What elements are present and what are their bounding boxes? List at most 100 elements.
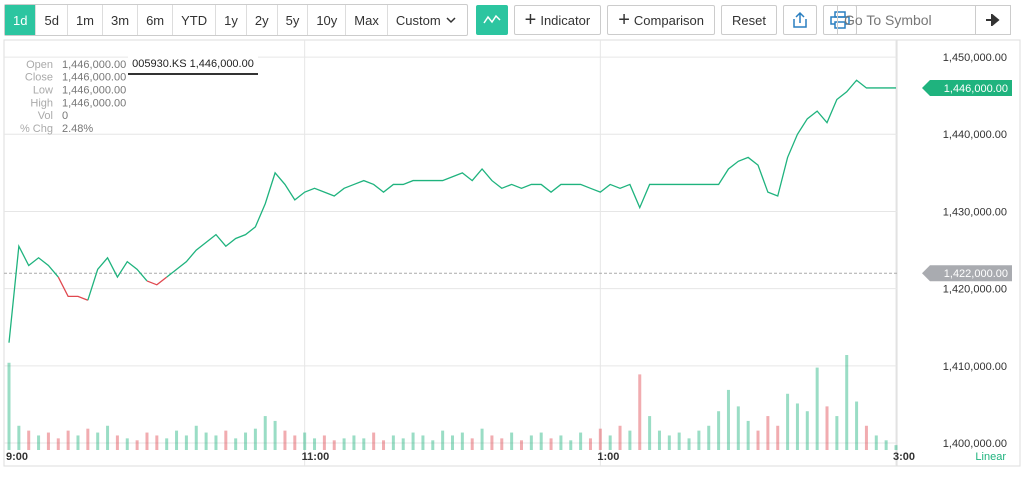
previous-close-label: 1,422,000.00 xyxy=(944,268,1008,280)
toolbar: 1d 5d 1m 3m 6m YTD 1y 2y 5y 10y Max Custom + Indicat… xyxy=(0,0,1024,40)
volume-bar xyxy=(717,411,721,450)
x-tick-label: 9:00 xyxy=(6,451,28,463)
volume-bar xyxy=(86,428,90,450)
volume-bar xyxy=(342,438,346,450)
price-line xyxy=(8,243,59,343)
custom-button[interactable]: Custom xyxy=(388,5,467,35)
comparison-button[interactable]: + Comparison xyxy=(607,5,715,35)
volume-bar xyxy=(490,435,494,450)
volume-bar xyxy=(746,420,750,450)
custom-label: Custom xyxy=(395,12,441,28)
volume-bar xyxy=(303,432,307,450)
volume-bar xyxy=(697,430,701,450)
volume-bar xyxy=(115,435,119,450)
y-tick-label: 1,400,000.00 xyxy=(943,438,1007,450)
volume-bar xyxy=(864,425,868,450)
tooltip-box xyxy=(128,55,258,74)
volume-bar xyxy=(559,435,563,450)
volume-bar xyxy=(106,425,110,450)
info-label: Vol xyxy=(38,110,53,122)
range-button[interactable]: 3m xyxy=(103,5,139,35)
volume-bar xyxy=(756,430,760,450)
volume-bar xyxy=(608,435,612,450)
volume-bar xyxy=(253,428,257,450)
volume-bar xyxy=(726,389,730,450)
range-button[interactable]: Max xyxy=(346,5,388,35)
volume-bar xyxy=(263,416,267,450)
symbol-input[interactable]: Go To Symbol xyxy=(837,5,1011,35)
range-button[interactable]: YTD xyxy=(173,5,217,35)
volume-bar xyxy=(667,435,671,450)
volume-bar xyxy=(352,435,356,450)
range-button[interactable]: 1d xyxy=(5,5,37,35)
volume-bar xyxy=(46,432,50,450)
x-tick-label: 11:00 xyxy=(302,451,330,463)
volume-bar xyxy=(539,432,543,450)
volume-bar xyxy=(835,416,839,450)
volume-bar xyxy=(224,430,228,450)
volume-bar xyxy=(7,362,11,450)
tooltip: 005930.KS 1,446,000.00 xyxy=(132,58,254,70)
info-value: 1,446,000.00 xyxy=(62,72,126,84)
info-value: 1,446,000.00 xyxy=(62,59,126,71)
y-tick-label: 1,440,000.00 xyxy=(943,129,1007,141)
range-button[interactable]: 10y xyxy=(308,5,347,35)
volume-bar xyxy=(638,374,642,450)
volume-bar xyxy=(332,440,336,450)
volume-bar xyxy=(874,435,878,450)
range-button[interactable]: 2y xyxy=(247,5,278,35)
volume-bar xyxy=(825,406,829,450)
volume-bar xyxy=(884,440,888,450)
scale-label: Linear xyxy=(975,451,1006,463)
info-label: Low xyxy=(33,85,53,97)
share-button[interactable] xyxy=(782,5,817,35)
volume-bar xyxy=(372,432,376,450)
volume-bar xyxy=(431,440,435,450)
volume-bar xyxy=(421,435,425,450)
line-icon xyxy=(483,14,501,24)
range-button[interactable]: 5d xyxy=(36,5,68,35)
volume-bar xyxy=(322,435,326,450)
volume-bar xyxy=(411,432,415,450)
volume-bar xyxy=(184,435,188,450)
info-value: 1,446,000.00 xyxy=(62,85,126,97)
print-icon xyxy=(830,11,850,29)
volume-bar xyxy=(76,435,80,450)
info-label: Open xyxy=(26,59,53,71)
volume-bar xyxy=(382,440,386,450)
volume-bar xyxy=(204,432,208,450)
volume-bar xyxy=(214,435,218,450)
y-tick-label: 1,410,000.00 xyxy=(943,361,1007,373)
share-icon xyxy=(793,11,807,28)
range-button[interactable]: 1y xyxy=(216,5,247,35)
arrow-icon xyxy=(986,14,1000,26)
info-label: % Chg xyxy=(20,123,53,135)
comparison-label: Comparison xyxy=(633,12,704,28)
indicator-button[interactable]: + Indicator xyxy=(513,5,602,35)
volume-bar xyxy=(786,393,790,450)
y-tick-label: 1,420,000.00 xyxy=(943,284,1007,296)
reset-label: Reset xyxy=(732,12,766,28)
range-button[interactable]: 6m xyxy=(138,5,174,35)
volume-bar xyxy=(766,416,770,450)
volume-bar xyxy=(234,438,238,450)
volume-bar xyxy=(657,430,661,450)
volume-bar xyxy=(451,435,454,450)
info-value: 2.48% xyxy=(62,123,93,135)
caret-icon xyxy=(446,17,456,24)
volume-bar xyxy=(795,403,799,450)
range-button[interactable]: 5y xyxy=(278,5,309,35)
price-line xyxy=(166,79,896,278)
go-button[interactable] xyxy=(975,6,1010,34)
volume-bar xyxy=(283,430,287,450)
info-label: Close xyxy=(25,72,53,84)
range-group: 1d 5d 1m 3m 6m YTD 1y 2y 5y 10y Max Custom xyxy=(4,4,468,36)
volume-bar xyxy=(500,438,504,450)
chart-type-button[interactable] xyxy=(475,5,508,35)
volume-bar xyxy=(244,432,248,450)
reset-button[interactable]: Reset xyxy=(721,5,777,35)
price-line xyxy=(146,276,168,286)
range-button[interactable]: 1m xyxy=(68,5,103,35)
indicator-label: Indicator xyxy=(540,12,591,28)
